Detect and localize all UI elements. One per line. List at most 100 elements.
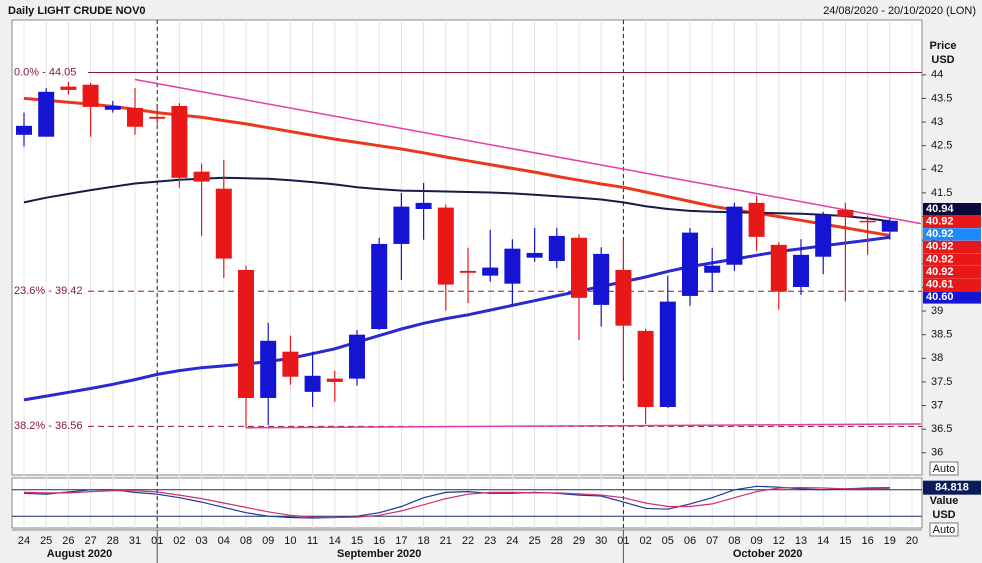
x-tick-label: 13 xyxy=(795,535,807,547)
candle-body xyxy=(171,105,188,178)
candle-body xyxy=(460,270,476,273)
auto-button-label[interactable]: Auto xyxy=(933,524,956,536)
price-marker-label: 40.92 xyxy=(926,266,954,278)
price-marker-label: 40.60 xyxy=(926,291,954,303)
x-tick-label: 28 xyxy=(551,535,563,547)
price-marker xyxy=(923,266,981,279)
candle-body xyxy=(371,243,388,330)
candle-body xyxy=(571,237,587,298)
auto-button[interactable] xyxy=(929,522,959,537)
x-tick-label: 09 xyxy=(750,535,762,547)
month-label: August 2020 xyxy=(47,548,112,560)
candle-body xyxy=(149,116,166,119)
moving-average xyxy=(23,235,890,402)
trendline xyxy=(134,78,922,225)
candle-body xyxy=(526,252,543,258)
candle-body xyxy=(215,188,232,259)
price-marker xyxy=(923,253,981,266)
fib-label: 0.0% - 44.05 xyxy=(14,66,76,78)
candle-body xyxy=(770,244,787,292)
x-tick-label: 15 xyxy=(839,535,851,547)
y-tick-label: 37 xyxy=(931,399,943,411)
oscillator-line xyxy=(23,486,890,519)
candle-body xyxy=(260,340,277,398)
price-marker-label: 40.92 xyxy=(926,228,954,240)
candle-body xyxy=(82,84,99,107)
trendline xyxy=(245,423,921,429)
x-tick-label: 18 xyxy=(417,535,429,547)
moving-average xyxy=(23,176,890,223)
x-tick-label: 16 xyxy=(373,535,385,547)
x-tick-label: 22 xyxy=(462,535,474,547)
x-tick-label: 07 xyxy=(706,535,718,547)
candle-body xyxy=(282,351,299,377)
y-tick-label: 44 xyxy=(931,69,943,81)
auto-button[interactable] xyxy=(929,461,959,476)
candle-body xyxy=(726,206,743,265)
candle-body xyxy=(504,248,521,284)
y-tick-label: 38.5 xyxy=(931,329,952,341)
x-tick-label: 30 xyxy=(595,535,607,547)
x-tick-label: 02 xyxy=(173,535,185,547)
oscillator-panel xyxy=(11,477,923,529)
x-tick-label: 17 xyxy=(395,535,407,547)
candle-body xyxy=(482,267,499,276)
candle-body xyxy=(193,171,210,182)
x-tick-label: 29 xyxy=(573,535,585,547)
y-tick-label: 36 xyxy=(931,447,943,459)
x-tick-label: 28 xyxy=(107,535,119,547)
price-marker-label: 40.94 xyxy=(926,203,954,215)
candle-body xyxy=(637,330,654,407)
x-tick-label: 23 xyxy=(484,535,496,547)
y-tick-label: 38 xyxy=(931,352,943,364)
x-tick-label: 05 xyxy=(662,535,674,547)
candle-body xyxy=(104,105,121,110)
x-tick-label: 02 xyxy=(639,535,651,547)
candle-body xyxy=(415,202,432,209)
candle-body xyxy=(548,235,565,261)
price-marker xyxy=(923,215,981,228)
price-marker-label: 40.92 xyxy=(926,216,954,228)
x-tick-label: 03 xyxy=(195,535,207,547)
y-tick-label: 42.5 xyxy=(931,140,952,152)
price-marker-label: 40.92 xyxy=(926,253,954,265)
candle-body xyxy=(659,301,676,407)
x-tick-label: 20 xyxy=(906,535,918,547)
oscillator-title: Value xyxy=(930,495,959,507)
candle-body xyxy=(748,202,765,237)
candle-body xyxy=(127,107,143,127)
candle-body xyxy=(16,125,32,135)
x-tick-label: 11 xyxy=(307,535,318,547)
candle-body xyxy=(349,334,365,379)
month-label: October 2020 xyxy=(733,548,803,560)
oscillator-unit: USD xyxy=(932,509,955,521)
y-tick-label: 39 xyxy=(931,305,943,317)
x-tick-label: 06 xyxy=(684,535,696,547)
fib-label: 38.2% - 36.56 xyxy=(14,420,83,432)
candle-body xyxy=(393,206,410,244)
candle-body xyxy=(793,254,809,287)
y-tick-label: 42 xyxy=(931,163,943,175)
candle-body xyxy=(615,269,632,326)
x-tick-label: 16 xyxy=(861,535,873,547)
auto-button-label[interactable]: Auto xyxy=(933,463,956,475)
x-tick-label: 24 xyxy=(506,535,518,547)
month-label: September 2020 xyxy=(337,548,421,560)
candle-body xyxy=(881,220,898,232)
candle-body xyxy=(682,232,698,296)
candle-body xyxy=(238,269,254,398)
y-axis-title: Price xyxy=(930,40,957,52)
x-tick-label: 09 xyxy=(262,535,274,547)
x-tick-label: 14 xyxy=(329,535,341,547)
x-tick-label: 19 xyxy=(884,535,896,547)
price-marker xyxy=(923,291,981,304)
candle-body xyxy=(815,214,832,257)
oscillator-line xyxy=(23,485,890,519)
price-marker-label: 40.92 xyxy=(926,241,954,253)
candle-body xyxy=(326,378,343,382)
candle-body xyxy=(859,220,876,223)
y-tick-label: 43.5 xyxy=(931,92,952,104)
x-tick-label: 10 xyxy=(284,535,296,547)
